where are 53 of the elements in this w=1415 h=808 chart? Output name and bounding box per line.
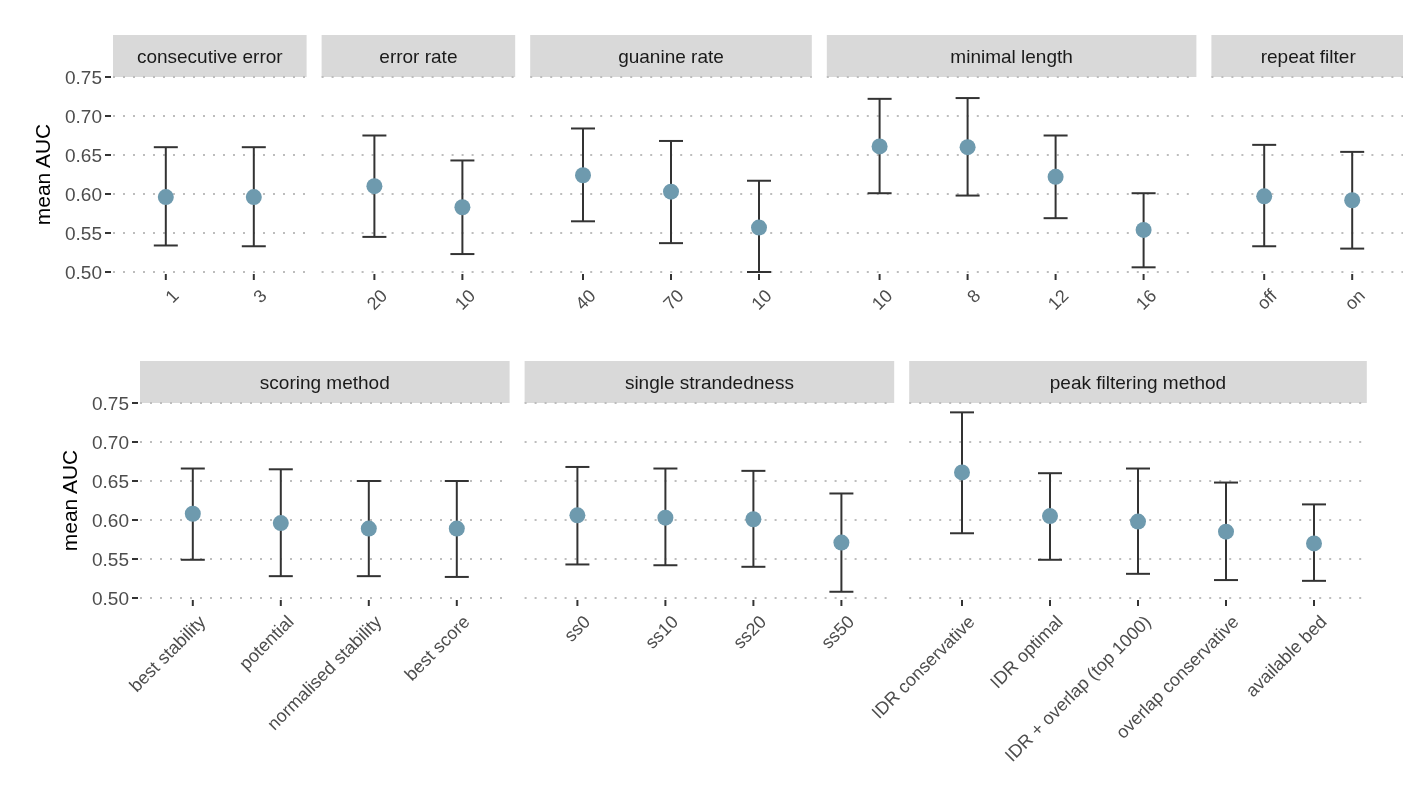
x-tick-label: 12 xyxy=(1044,285,1073,314)
y-tick-label: 0.70 xyxy=(92,431,129,453)
chart-title: guanine rate xyxy=(618,46,724,67)
x-tick-label: 20 xyxy=(362,285,392,314)
x-tick-label: 70 xyxy=(659,285,688,314)
y-tick-label: 0.60 xyxy=(65,183,102,205)
point xyxy=(1042,508,1058,525)
x-tick-label: 1 xyxy=(161,285,183,307)
point xyxy=(745,511,762,528)
x-tick-label: 16 xyxy=(1132,285,1161,314)
chart-title: single strandedness xyxy=(624,372,794,393)
point xyxy=(657,509,674,526)
y-tick-label: 0.75 xyxy=(92,392,129,414)
point xyxy=(360,520,377,537)
chart-title: scoring method xyxy=(259,372,390,393)
x-tick-label: 10 xyxy=(450,285,480,314)
y-tick-label: 0.50 xyxy=(92,587,129,609)
y-tick-label: 0.75 xyxy=(65,66,102,88)
x-tick-label: 3 xyxy=(249,285,271,307)
y-tick-label: 0.60 xyxy=(92,509,129,531)
chart-title: peak filtering method xyxy=(1049,372,1227,393)
point xyxy=(272,515,289,532)
chart-title: consecutive error xyxy=(136,46,284,67)
x-tick-label: 8 xyxy=(963,285,985,307)
y-tick-label: 0.50 xyxy=(65,261,102,283)
y-tick-label: 0.55 xyxy=(65,222,102,244)
x-tick-label: 10 xyxy=(868,285,897,314)
point xyxy=(569,507,586,524)
y-tick-label: 0.65 xyxy=(65,144,102,166)
chart-title: minimal length xyxy=(950,46,1073,67)
point xyxy=(833,534,850,551)
point xyxy=(1130,513,1146,530)
y-axis-title: mean AUC xyxy=(58,449,81,552)
x-tick-label: 40 xyxy=(571,285,600,314)
point xyxy=(954,464,970,481)
point xyxy=(184,505,201,522)
chart-title: repeat filter xyxy=(1260,46,1357,67)
chart-title: error rate xyxy=(379,46,458,67)
y-tick-label: 0.55 xyxy=(92,548,129,570)
x-tick-label: 10 xyxy=(747,285,776,314)
x-tick-label: off xyxy=(1252,284,1282,314)
point xyxy=(448,520,465,537)
y-axis-title: mean AUC xyxy=(31,123,54,226)
x-tick-label: ss0 xyxy=(560,611,595,646)
point xyxy=(871,138,888,155)
point xyxy=(1218,523,1234,540)
point xyxy=(959,139,976,156)
point xyxy=(1135,221,1152,238)
y-tick-label: 0.70 xyxy=(65,105,102,127)
x-tick-label: on xyxy=(1340,285,1369,314)
y-tick-label: 0.65 xyxy=(92,470,129,492)
point xyxy=(1047,168,1064,185)
point xyxy=(1306,535,1322,552)
